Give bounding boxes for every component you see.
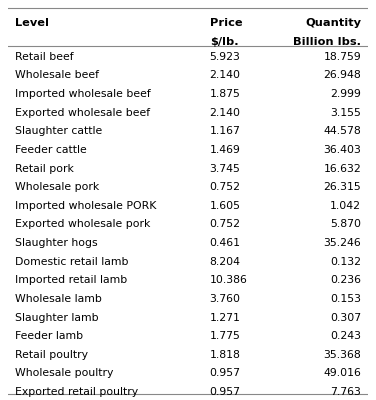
Text: 1.775: 1.775 bbox=[210, 331, 241, 341]
Text: Slaughter cattle: Slaughter cattle bbox=[15, 126, 102, 136]
Text: 8.204: 8.204 bbox=[210, 257, 241, 267]
Text: 0.957: 0.957 bbox=[210, 387, 241, 397]
Text: 0.752: 0.752 bbox=[210, 220, 241, 230]
Text: 1.271: 1.271 bbox=[210, 312, 241, 322]
Text: 1.167: 1.167 bbox=[210, 126, 241, 136]
Text: 2.140: 2.140 bbox=[210, 108, 241, 118]
Text: Retail poultry: Retail poultry bbox=[15, 350, 88, 360]
Text: Price: Price bbox=[210, 18, 242, 28]
Text: Retail beef: Retail beef bbox=[15, 52, 73, 62]
Text: 0.243: 0.243 bbox=[330, 331, 361, 341]
Text: 3.155: 3.155 bbox=[331, 108, 361, 118]
Text: 0.461: 0.461 bbox=[210, 238, 241, 248]
Text: 0.957: 0.957 bbox=[210, 368, 241, 378]
Text: Billion lbs.: Billion lbs. bbox=[293, 37, 361, 47]
Text: 1.042: 1.042 bbox=[330, 201, 361, 211]
Text: Wholesale lamb: Wholesale lamb bbox=[15, 294, 102, 304]
Text: Exported wholesale pork: Exported wholesale pork bbox=[15, 220, 150, 230]
Text: Imported retail lamb: Imported retail lamb bbox=[15, 275, 127, 285]
Text: Exported wholesale beef: Exported wholesale beef bbox=[15, 108, 150, 118]
Text: 2.140: 2.140 bbox=[210, 70, 241, 80]
Text: 10.386: 10.386 bbox=[210, 275, 247, 285]
Text: Imported wholesale PORK: Imported wholesale PORK bbox=[15, 201, 156, 211]
Text: 3.760: 3.760 bbox=[210, 294, 241, 304]
Text: Retail pork: Retail pork bbox=[15, 164, 74, 174]
Text: 7.763: 7.763 bbox=[331, 387, 361, 397]
Text: Wholesale beef: Wholesale beef bbox=[15, 70, 99, 80]
Text: Slaughter hogs: Slaughter hogs bbox=[15, 238, 97, 248]
Text: 0.307: 0.307 bbox=[330, 312, 361, 322]
Text: 2.999: 2.999 bbox=[331, 89, 361, 99]
Text: 0.236: 0.236 bbox=[330, 275, 361, 285]
Text: 18.759: 18.759 bbox=[323, 52, 361, 62]
Text: Feeder lamb: Feeder lamb bbox=[15, 331, 83, 341]
Text: 35.246: 35.246 bbox=[323, 238, 361, 248]
Text: Domestic retail lamb: Domestic retail lamb bbox=[15, 257, 128, 267]
Text: Slaughter lamb: Slaughter lamb bbox=[15, 312, 99, 322]
Text: 1.605: 1.605 bbox=[210, 201, 241, 211]
Text: Imported wholesale beef: Imported wholesale beef bbox=[15, 89, 150, 99]
Text: Quantity: Quantity bbox=[305, 18, 361, 28]
Text: 36.403: 36.403 bbox=[323, 145, 361, 155]
Text: 0.153: 0.153 bbox=[330, 294, 361, 304]
Text: 5.923: 5.923 bbox=[210, 52, 241, 62]
Text: 1.875: 1.875 bbox=[210, 89, 241, 99]
Text: 3.745: 3.745 bbox=[210, 164, 241, 174]
Text: 16.632: 16.632 bbox=[323, 164, 361, 174]
Text: 26.315: 26.315 bbox=[323, 182, 361, 192]
Text: 5.870: 5.870 bbox=[330, 220, 361, 230]
Text: Feeder cattle: Feeder cattle bbox=[15, 145, 86, 155]
Text: Level: Level bbox=[15, 18, 49, 28]
Text: 0.132: 0.132 bbox=[330, 257, 361, 267]
Text: 26.948: 26.948 bbox=[323, 70, 361, 80]
Text: Wholesale pork: Wholesale pork bbox=[15, 182, 99, 192]
Text: 1.469: 1.469 bbox=[210, 145, 241, 155]
Text: 1.818: 1.818 bbox=[210, 350, 241, 360]
Text: 0.752: 0.752 bbox=[210, 182, 241, 192]
Text: 35.368: 35.368 bbox=[323, 350, 361, 360]
Text: Wholesale poultry: Wholesale poultry bbox=[15, 368, 113, 378]
Text: 49.016: 49.016 bbox=[323, 368, 361, 378]
Text: 44.578: 44.578 bbox=[323, 126, 361, 136]
Text: Exported retail poultry: Exported retail poultry bbox=[15, 387, 138, 397]
Text: $/lb.: $/lb. bbox=[210, 37, 238, 47]
